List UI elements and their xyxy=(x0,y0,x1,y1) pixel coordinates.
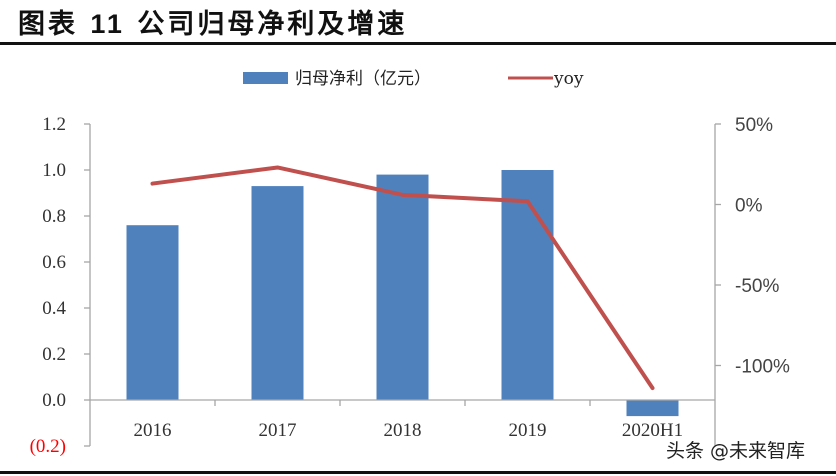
yoy-line-series xyxy=(150,165,655,391)
right-tick-label: 0% xyxy=(735,196,763,217)
title-text: 公司归母净利及增速 xyxy=(137,9,408,40)
x-tick-label: 2018 xyxy=(384,420,422,441)
right-tick-label: -100% xyxy=(735,357,790,378)
yoy-line xyxy=(150,165,655,391)
legend-bar-swatch xyxy=(243,72,288,84)
left-tick-label: (0.2) xyxy=(30,436,66,457)
bar xyxy=(501,170,554,400)
x-tick-label: 2017 xyxy=(259,420,297,441)
left-tick-label: 0.8 xyxy=(42,206,66,227)
bar xyxy=(126,225,179,400)
chart-title: 图表 11 公司归母净利及增速 xyxy=(18,2,407,41)
title-prefix: 图表 xyxy=(18,9,78,40)
x-tick-label: 2020H1 xyxy=(622,420,683,441)
title-number: 11 xyxy=(90,9,125,39)
left-axis: 1.2 1.0 0.8 0.6 0.4 0.2 0.0 (0.2) xyxy=(30,114,91,457)
x-tick-label: 2019 xyxy=(509,420,547,441)
right-axis: 50% 0% -50% -100% xyxy=(714,115,790,446)
left-tick-label: 0.4 xyxy=(42,298,66,319)
right-tick-label: -50% xyxy=(735,276,779,297)
top-rule xyxy=(0,42,836,45)
bar xyxy=(251,186,304,400)
left-tick-label: 1.2 xyxy=(42,114,66,135)
x-axis: 2016 2017 2018 2019 2020H1 xyxy=(90,399,715,441)
left-tick-label: 0.2 xyxy=(42,344,66,365)
x-tick-label: 2016 xyxy=(134,420,172,441)
legend-line-label: yoy xyxy=(553,69,584,89)
watermark: 头条 @未来智库 xyxy=(666,440,806,462)
left-tick-label: 0.0 xyxy=(42,390,66,411)
bar xyxy=(376,174,429,400)
bar xyxy=(626,400,679,417)
right-tick-label: 50% xyxy=(735,115,773,136)
bar-series xyxy=(126,170,679,417)
bottom-rule xyxy=(0,471,836,474)
legend: 归母净利（亿元） yoy xyxy=(243,69,584,89)
legend-bar-label: 归母净利（亿元） xyxy=(295,69,431,89)
left-tick-label: 0.6 xyxy=(42,252,66,273)
left-tick-label: 1.0 xyxy=(42,160,66,181)
